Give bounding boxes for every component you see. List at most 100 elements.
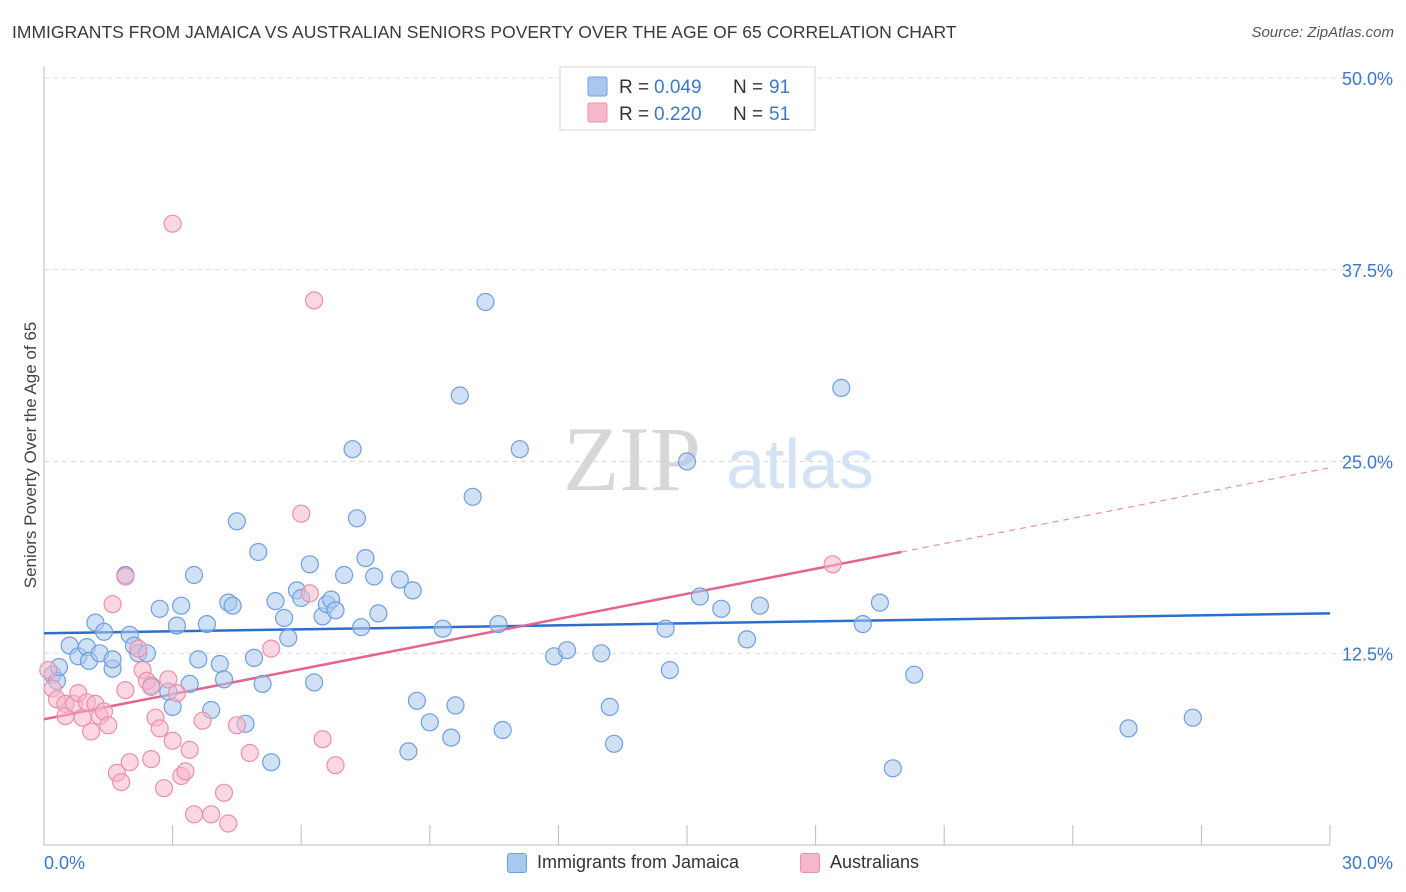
legend-r-label-australians: R = bbox=[619, 104, 654, 125]
x-tick-label-min: 0.0% bbox=[44, 853, 85, 873]
point-australians-37 bbox=[202, 805, 221, 824]
point-jamaica-44 bbox=[305, 673, 324, 692]
legend-n-label-jamaica: N = bbox=[733, 77, 768, 98]
point-jamaica-81 bbox=[750, 596, 770, 615]
point-jamaica-74 bbox=[604, 734, 624, 753]
point-jamaica-36 bbox=[253, 674, 272, 694]
point-australians-38 bbox=[214, 783, 234, 802]
point-australians-9 bbox=[82, 722, 101, 741]
legend-n-label-australians: N = bbox=[733, 104, 768, 125]
point-australians-28 bbox=[159, 670, 178, 689]
point-jamaica-78 bbox=[690, 587, 710, 606]
y-tick-label-0: 12.5% bbox=[1342, 644, 1393, 664]
point-jamaica-80 bbox=[737, 630, 757, 649]
point-jamaica-37 bbox=[262, 753, 281, 772]
point-australians-42 bbox=[262, 639, 281, 658]
point-australians-40 bbox=[227, 716, 246, 735]
point-jamaica-71 bbox=[557, 641, 577, 660]
legend-swatch-australians bbox=[587, 102, 608, 123]
point-jamaica-31 bbox=[223, 596, 242, 615]
point-jamaica-9 bbox=[94, 622, 114, 641]
point-jamaica-57 bbox=[403, 581, 422, 600]
point-jamaica-48 bbox=[326, 601, 345, 620]
legend-n-value-australians: 51 bbox=[769, 104, 790, 125]
point-australians-23 bbox=[142, 677, 161, 697]
point-jamaica-52 bbox=[356, 548, 375, 568]
point-jamaica-51 bbox=[352, 618, 371, 637]
legend-swatch-jamaica-bottom bbox=[507, 852, 527, 873]
point-jamaica-86 bbox=[905, 665, 924, 684]
point-jamaica-24 bbox=[184, 565, 204, 585]
point-australians-30 bbox=[163, 731, 182, 750]
point-jamaica-75 bbox=[656, 619, 675, 638]
x-tick-label-max: 30.0% bbox=[1342, 853, 1393, 873]
trendline-australians-extension bbox=[901, 467, 1331, 553]
point-australians-14 bbox=[103, 595, 122, 614]
point-jamaica-18 bbox=[150, 599, 169, 618]
point-australians-29 bbox=[163, 214, 182, 233]
axes bbox=[43, 66, 1331, 846]
point-jamaica-69 bbox=[510, 440, 529, 459]
point-jamaica-55 bbox=[369, 604, 388, 623]
point-jamaica-39 bbox=[275, 608, 294, 628]
legend-label-australians: Australians bbox=[830, 852, 920, 872]
source-label: Source: ZipAtlas.com bbox=[1251, 24, 1394, 41]
y-tick-labels: 12.5% 25.0% 37.5% 50.0% bbox=[1342, 69, 1393, 664]
gridlines bbox=[44, 77, 1392, 654]
legend-swatch-australians-bottom bbox=[800, 852, 820, 873]
point-jamaica-56 bbox=[390, 570, 409, 589]
legend-item-australians: Australians bbox=[800, 852, 919, 873]
point-australians-34 bbox=[180, 740, 199, 760]
trendline-jamaica bbox=[43, 612, 1331, 635]
point-jamaica-67 bbox=[489, 614, 508, 634]
watermark-atlas: atlas bbox=[726, 425, 874, 503]
point-australians-20 bbox=[129, 639, 148, 658]
point-jamaica-40 bbox=[279, 628, 298, 648]
point-jamaica-54 bbox=[365, 567, 384, 586]
legend-swatch-jamaica bbox=[587, 76, 608, 97]
point-jamaica-21 bbox=[167, 616, 186, 635]
x-tick-labels: 0.0% 30.0% bbox=[44, 853, 1393, 873]
data-points bbox=[39, 214, 1202, 833]
point-australians-24 bbox=[142, 749, 161, 769]
point-jamaica-60 bbox=[399, 742, 418, 761]
point-australians-31 bbox=[167, 683, 186, 703]
point-jamaica-49 bbox=[335, 565, 354, 585]
point-jamaica-65 bbox=[463, 487, 482, 506]
point-jamaica-66 bbox=[476, 292, 495, 312]
y-tick-label-1: 25.0% bbox=[1342, 453, 1393, 473]
y-tick-label-3: 50.0% bbox=[1342, 69, 1393, 89]
point-jamaica-59 bbox=[420, 713, 439, 732]
point-australians-16 bbox=[112, 772, 131, 792]
point-jamaica-72 bbox=[592, 644, 611, 663]
point-australians-44 bbox=[300, 584, 319, 603]
point-australians-18 bbox=[116, 680, 135, 700]
point-jamaica-58 bbox=[407, 691, 426, 710]
legend-item-jamaica: Immigrants from Jamaica bbox=[507, 852, 739, 873]
point-jamaica-85 bbox=[883, 759, 902, 778]
point-jamaica-35 bbox=[249, 542, 268, 562]
point-jamaica-63 bbox=[446, 696, 465, 715]
point-australians-45 bbox=[305, 291, 324, 310]
legend-bottom: Immigrants from Jamaica Australians bbox=[0, 852, 1406, 878]
legend-label-jamaica: Immigrants from Jamaica bbox=[537, 852, 740, 872]
point-jamaica-82 bbox=[832, 378, 851, 397]
point-jamaica-50 bbox=[347, 509, 366, 528]
y-tick-label-2: 37.5% bbox=[1342, 261, 1393, 281]
legend-top: R = 0.049 N = 91 R = 0.220 N = 51 bbox=[559, 66, 816, 131]
point-jamaica-25 bbox=[189, 650, 208, 669]
point-jamaica-88 bbox=[1183, 708, 1202, 727]
point-australians-33 bbox=[176, 762, 195, 781]
point-jamaica-32 bbox=[227, 512, 246, 531]
y-axis-label: Seniors Poverty Over the Age of 65 bbox=[21, 322, 40, 588]
point-australians-35 bbox=[184, 805, 204, 824]
point-jamaica-87 bbox=[1119, 719, 1138, 738]
point-jamaica-26 bbox=[197, 614, 216, 634]
point-jamaica-73 bbox=[600, 697, 619, 717]
point-jamaica-38 bbox=[266, 591, 285, 611]
point-jamaica-29 bbox=[214, 670, 234, 689]
point-jamaica-76 bbox=[660, 660, 680, 680]
point-australians-43 bbox=[292, 504, 311, 523]
point-jamaica-53 bbox=[343, 440, 362, 459]
watermark-zip: ZIP bbox=[563, 408, 701, 510]
